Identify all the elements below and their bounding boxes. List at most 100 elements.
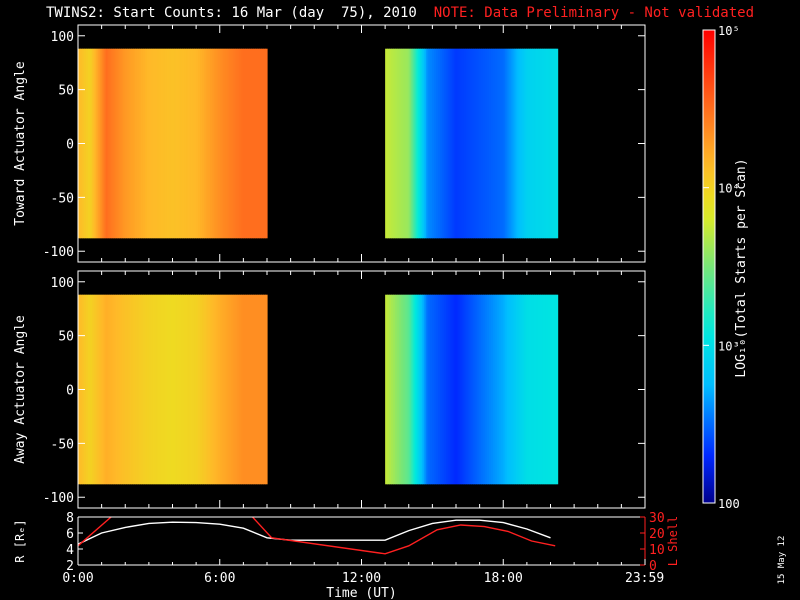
heatmap-cell (461, 294, 465, 485)
heatmap-cell (141, 48, 144, 239)
heatmap-cell (400, 48, 404, 239)
heatmap-cell (498, 48, 502, 239)
heatmap-cell (105, 48, 109, 239)
y-tick-label: 100 (51, 30, 74, 45)
heatmap-cell (227, 294, 231, 485)
heatmap-cell (215, 294, 219, 485)
heatmap-cell (459, 48, 463, 239)
heatmap-cell (408, 48, 412, 239)
heatmap-cell (520, 48, 523, 239)
heatmap-cell (545, 294, 549, 485)
heatmap-cell (414, 48, 418, 239)
heatmap-cell (500, 294, 504, 485)
heatmap-cell (422, 294, 425, 485)
heatmap-cell (416, 48, 420, 239)
heatmap-cell (192, 294, 195, 485)
heatmap-cell (101, 294, 105, 485)
heatmap-cell (87, 294, 91, 485)
heatmap-cell (121, 294, 124, 485)
y-tick-label: 100 (51, 276, 74, 291)
y-tick-label: 50 (58, 330, 74, 345)
heatmap-cell (418, 294, 422, 485)
heatmap-cell (241, 294, 244, 485)
heatmap-cell (204, 294, 207, 485)
heatmap-cell (259, 48, 262, 239)
heatmap-cell (449, 294, 453, 485)
heatmap-cell (438, 48, 441, 239)
heatmap-cell (465, 48, 469, 239)
x-tick-label: 0:00 (62, 571, 93, 586)
heatmap-cell (434, 294, 437, 485)
heatmap-cell (176, 48, 180, 239)
heatmap-cell (396, 294, 400, 485)
heatmap-cell (420, 48, 423, 239)
heatmap-cell (251, 294, 254, 485)
heatmap-cell (443, 48, 447, 239)
heatmap-cell (239, 48, 243, 239)
heatmap-cell (412, 294, 416, 485)
heatmap-cell (543, 294, 547, 485)
heatmap-cell (483, 294, 486, 485)
colorbar-tick-label: 10⁴ (718, 182, 740, 196)
heatmap-cell (488, 48, 492, 239)
lshell-axis-label: L Shell (666, 516, 680, 567)
heatmap-cell (485, 48, 488, 239)
heatmap-cell (447, 48, 451, 239)
heatmap-cell (158, 48, 162, 239)
heatmap-cell (412, 48, 416, 239)
heatmap-cell (156, 294, 160, 485)
heatmap-cell (148, 48, 152, 239)
heatmap-cell (463, 294, 467, 485)
heatmap-cell (186, 294, 189, 485)
heatmap-cell (492, 294, 496, 485)
heatmap-cell (117, 294, 120, 485)
heatmap-cell (391, 294, 394, 485)
heatmap-cell (135, 294, 138, 485)
colorbar-tick-label: 100 (718, 497, 740, 511)
heatmap-cell (471, 294, 474, 485)
heatmap-cell (263, 294, 266, 485)
heatmap-cell (231, 294, 235, 485)
heatmap-cell (551, 48, 555, 239)
y-tick-label: -100 (43, 245, 74, 260)
heatmap-cell (479, 294, 482, 485)
heatmap-cell (255, 48, 258, 239)
preliminary-note: NOTE: Data Preliminary - Not validated (433, 5, 755, 21)
heatmap-cell (251, 48, 254, 239)
heatmap-cell (217, 294, 221, 485)
heatmap-cell (265, 48, 268, 239)
heatmap-cell (215, 48, 219, 239)
heatmap-cell (439, 294, 443, 485)
heatmap-cell (200, 294, 203, 485)
heatmap-cell (186, 48, 189, 239)
heatmap-cell (539, 294, 543, 485)
heatmap-cell (453, 48, 457, 239)
heatmap-cell (85, 48, 89, 239)
heatmap-cell (400, 294, 404, 485)
heatmap-cell (146, 48, 150, 239)
heatmap-cell (422, 48, 425, 239)
heatmap-cell (245, 294, 248, 485)
heatmap-cell (205, 294, 209, 485)
heatmap-cell (502, 294, 506, 485)
heatmap-cell (424, 48, 427, 239)
heatmap-cell (492, 48, 496, 239)
heatmap-cell (192, 48, 195, 239)
heatmap-cell (532, 294, 535, 485)
heatmap-cell (410, 294, 414, 485)
heatmap-cell (528, 48, 531, 239)
heatmap-cell (93, 48, 97, 239)
heatmap-cell (549, 294, 553, 485)
r-tick-label: 4 (66, 543, 74, 558)
heatmap-cell (510, 294, 514, 485)
heatmap-cell (520, 294, 523, 485)
heatmap-cell (420, 294, 423, 485)
heatmap-cell (111, 294, 115, 485)
heatmap-cell (172, 294, 176, 485)
heatmap-cell (467, 48, 470, 239)
heatmap-cell (111, 48, 115, 239)
heatmap-cell (263, 48, 266, 239)
heatmap-cell (107, 48, 111, 239)
heatmap-cell (231, 48, 235, 239)
heatmap-cell (537, 48, 541, 239)
